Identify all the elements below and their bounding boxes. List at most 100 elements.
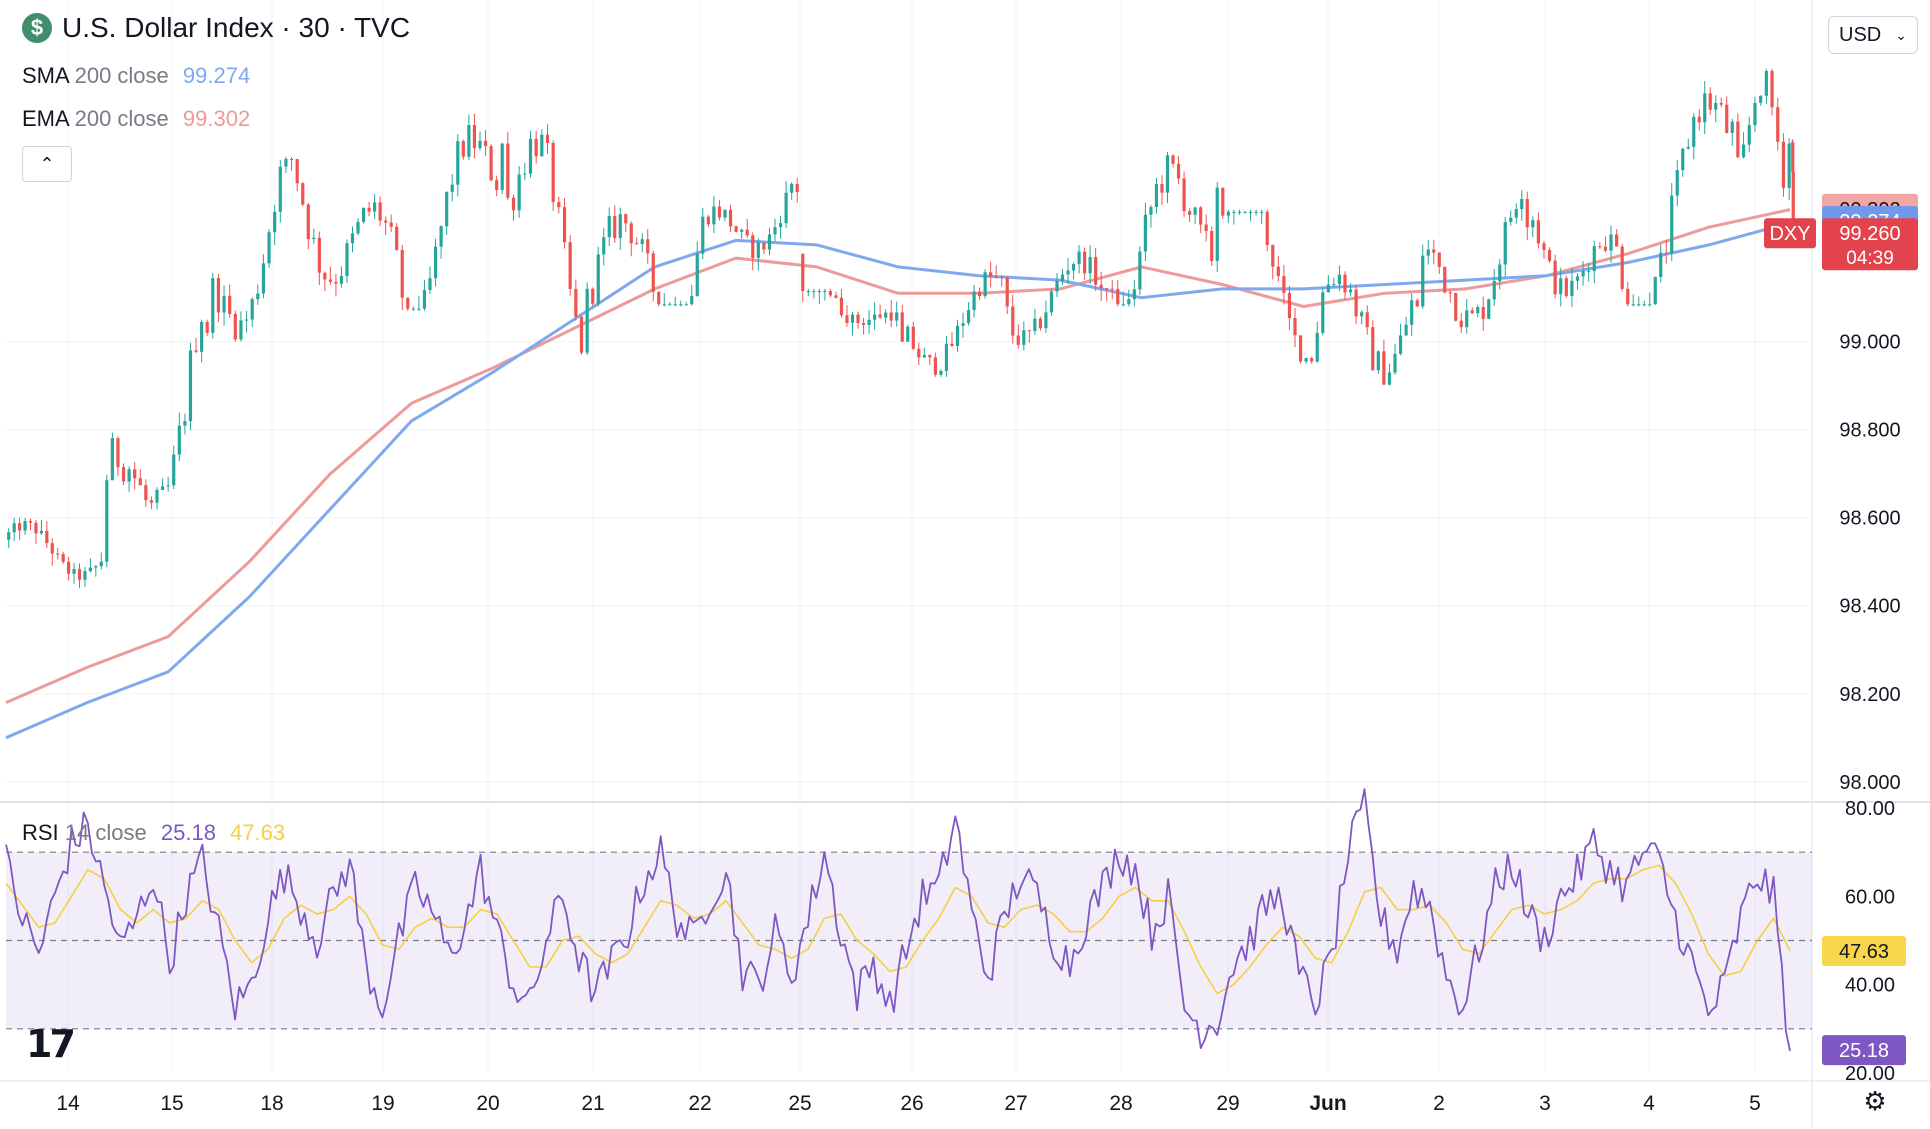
rsi-tag-text: 25.18 — [1839, 1040, 1889, 1062]
candle-body — [1265, 211, 1269, 245]
time-tick-label: 29 — [1216, 1092, 1239, 1115]
candle-body — [1060, 274, 1065, 281]
candle-body — [734, 226, 738, 232]
candle-body — [983, 272, 987, 297]
candle-body — [1376, 351, 1380, 371]
candle-body — [367, 207, 371, 212]
candle-body — [1764, 71, 1768, 96]
ema-legend-name: EMA — [22, 106, 69, 131]
time-tick-label: 27 — [1004, 1092, 1027, 1115]
candle-body — [1603, 246, 1608, 251]
candle-body — [506, 143, 510, 198]
candle-body — [233, 313, 237, 340]
candle-countdown: 04:39 — [1846, 248, 1894, 269]
candle-body — [356, 221, 360, 234]
candle-body — [1055, 280, 1059, 292]
ema-legend-params: 200 close — [74, 106, 169, 131]
ema-legend[interactable]: EMA 200 close 99.302 — [22, 106, 250, 132]
candlesticks — [7, 68, 1796, 589]
sma-legend[interactable]: SMA 200 close 99.274 — [22, 63, 250, 89]
candle-body — [472, 125, 477, 149]
candle-body — [690, 296, 694, 305]
candle-body — [1343, 274, 1347, 293]
candle-body — [267, 232, 271, 264]
candle-body — [1648, 304, 1652, 306]
rsi-pane — [5, 788, 1812, 1052]
candle-body — [239, 320, 243, 340]
candle-body — [133, 469, 137, 479]
chevron-down-icon: ⌄ — [1895, 26, 1907, 43]
candle-body — [94, 566, 98, 568]
rsi-legend-value: 25.18 — [160, 820, 216, 845]
candle-body — [289, 159, 294, 161]
symbol-title[interactable]: U.S. Dollar Index · 30 · TVC — [62, 12, 411, 43]
candle-body — [1432, 249, 1436, 253]
candle-body — [646, 239, 650, 254]
price-tick-label: 99.000 — [1839, 332, 1900, 354]
candle-body — [1575, 276, 1580, 281]
candle-body — [328, 279, 332, 282]
candle-body — [284, 159, 288, 167]
candle-body — [339, 276, 344, 284]
candle-body — [1038, 318, 1042, 329]
candle-body — [1199, 207, 1203, 225]
candle-body — [445, 191, 449, 227]
candle-body — [1254, 211, 1258, 213]
candle-body — [1459, 320, 1463, 328]
candle-body — [127, 469, 131, 482]
candle-body — [334, 281, 338, 284]
candle-body — [121, 467, 126, 482]
candle-body — [1321, 292, 1325, 333]
candle-body — [751, 235, 755, 258]
candle-body — [1088, 257, 1092, 274]
candle-body — [1387, 372, 1392, 385]
candle-body — [1759, 95, 1763, 103]
candle-body — [172, 454, 176, 486]
candle-body — [222, 295, 226, 313]
candle-body — [428, 278, 432, 291]
rsi-tag-bg — [1822, 1035, 1906, 1066]
candle-body — [723, 209, 727, 218]
candle-body — [77, 569, 82, 580]
time-tick-label: 28 — [1109, 1092, 1132, 1115]
currency-selector[interactable]: USD ⌄ — [1828, 16, 1918, 54]
candle-body — [345, 243, 349, 277]
candle-body — [591, 288, 595, 304]
candle-body — [295, 159, 299, 184]
candle-body — [933, 357, 937, 375]
rsi-legend[interactable]: RSI 14 close 25.18 47.63 — [22, 820, 285, 846]
candle-body — [795, 183, 799, 193]
candle-body — [1138, 251, 1142, 290]
candle-body — [1332, 284, 1336, 286]
candle-body — [1525, 198, 1529, 228]
candle-body — [361, 207, 366, 222]
chevron-up-icon: ⌃ — [39, 153, 55, 174]
candle-body — [966, 310, 971, 324]
candle-body — [540, 134, 544, 157]
collapse-legend-button[interactable]: ⌃ — [22, 146, 72, 182]
candle-body — [1154, 184, 1159, 208]
candle-body — [1393, 353, 1397, 373]
candle-body — [1753, 102, 1757, 126]
candle-body — [138, 478, 142, 486]
settings-icon[interactable]: ⚙ — [1863, 1085, 1887, 1116]
symbol-tag-bg — [1764, 218, 1816, 249]
candle-body — [34, 522, 38, 534]
candle-body — [1276, 266, 1280, 277]
candle-body — [878, 314, 882, 318]
candle-body — [384, 220, 388, 223]
candle-body — [72, 569, 76, 574]
candle-body — [801, 253, 805, 292]
rsi-ma-tag-bg — [1822, 935, 1906, 966]
candle-body — [523, 173, 527, 175]
candle-body — [579, 316, 584, 353]
candle-body — [1237, 211, 1242, 213]
candle-body — [1171, 155, 1175, 164]
candle-body — [884, 312, 888, 318]
candle-body — [728, 209, 733, 227]
candle-body — [1592, 246, 1596, 271]
time-tick-label: 4 — [1643, 1092, 1655, 1115]
candle-body — [1282, 276, 1286, 293]
candle-body — [1741, 144, 1746, 158]
